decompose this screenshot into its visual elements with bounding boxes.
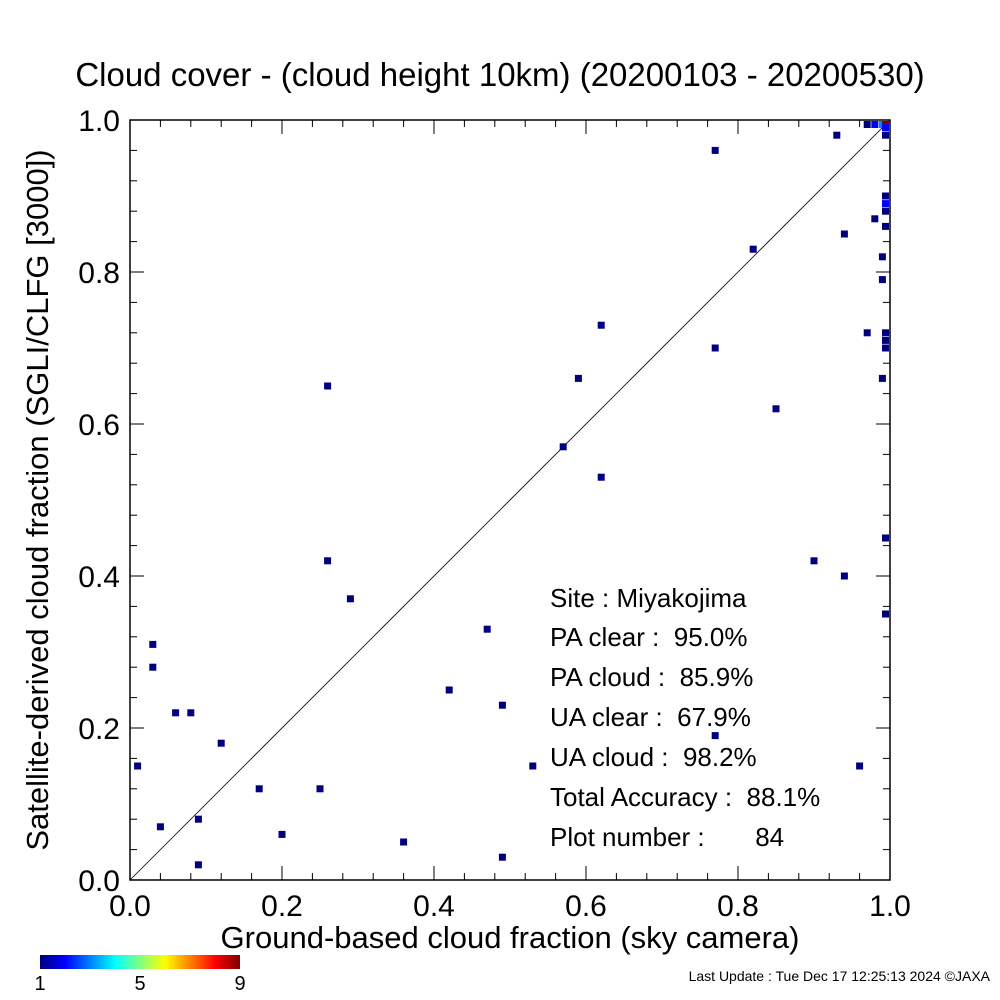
data-point xyxy=(882,124,889,132)
data-point xyxy=(324,382,332,390)
one-to-one-line xyxy=(129,119,891,881)
data-point xyxy=(149,640,157,648)
data-point xyxy=(833,131,841,139)
data-point xyxy=(882,329,889,337)
x-tick-label: 0.8 xyxy=(717,890,759,923)
y-tick-label: 0.6 xyxy=(78,409,120,442)
data-point xyxy=(882,200,889,208)
data-point xyxy=(278,830,286,838)
data-point xyxy=(217,739,225,747)
chart-title: Cloud cover - (cloud height 10km) (20200… xyxy=(75,56,925,93)
stat-site: Site : Miyakojima xyxy=(550,583,747,613)
data-point xyxy=(149,663,157,671)
y-tick-label: 0.0 xyxy=(78,865,120,898)
data-point xyxy=(483,625,491,633)
data-point xyxy=(856,762,864,770)
data-point xyxy=(882,534,889,542)
data-point xyxy=(316,785,324,793)
data-point xyxy=(882,336,889,344)
data-point xyxy=(498,701,506,709)
data-point xyxy=(156,823,164,831)
data-point xyxy=(882,207,889,215)
x-tick-label: 0.0 xyxy=(109,890,151,923)
data-point xyxy=(559,443,567,451)
stat-ua-clear: UA clear : 67.9% xyxy=(550,702,751,732)
colorbar xyxy=(40,955,240,969)
data-point xyxy=(878,253,886,261)
data-point xyxy=(840,230,848,238)
data-point xyxy=(871,215,879,223)
stat-pa-clear: PA clear : 95.0% xyxy=(550,622,748,652)
data-point xyxy=(574,374,582,382)
x-tick-label: 0.2 xyxy=(261,890,303,923)
data-point xyxy=(711,146,719,154)
data-point xyxy=(863,329,871,337)
data-point xyxy=(882,610,889,618)
data-point xyxy=(871,121,879,128)
stat-pa-cloud: PA cloud : 85.9% xyxy=(550,662,754,692)
data-point xyxy=(529,762,537,770)
data-point xyxy=(498,853,506,861)
colorbar-mid-label: 5 xyxy=(134,973,146,995)
data-point xyxy=(878,276,886,284)
data-point xyxy=(194,861,202,869)
y-tick-label: 0.4 xyxy=(78,561,120,594)
data-point xyxy=(597,473,605,481)
data-point xyxy=(187,709,195,717)
data-point xyxy=(882,344,889,352)
stat-plot-number: Plot number : 84 xyxy=(550,822,785,852)
data-point xyxy=(882,131,889,139)
data-point xyxy=(711,732,719,740)
data-point xyxy=(863,121,871,128)
data-point xyxy=(445,686,453,694)
data-point xyxy=(134,762,142,770)
last-update-footer: Last Update : Tue Dec 17 12:25:13 2024 ©… xyxy=(688,968,990,984)
data-point xyxy=(810,557,818,565)
x-tick-label: 0.6 xyxy=(565,890,607,923)
colorbar-max-label: 9 xyxy=(234,973,246,995)
data-point xyxy=(194,815,202,823)
stat-total-accuracy: Total Accuracy : 88.1% xyxy=(550,782,821,812)
y-tick-label: 0.2 xyxy=(78,713,120,746)
y-tick-label: 1.0 xyxy=(78,105,120,138)
x-tick-label: 0.4 xyxy=(413,890,455,923)
y-tick-label: 0.8 xyxy=(78,257,120,290)
data-point xyxy=(882,192,889,200)
data-point xyxy=(882,222,889,230)
data-point xyxy=(711,344,719,352)
x-axis-label: Ground-based cloud fraction (sky camera) xyxy=(220,920,800,955)
data-point xyxy=(255,785,263,793)
data-point xyxy=(878,374,886,382)
data-point xyxy=(749,245,757,253)
data-point xyxy=(172,709,180,717)
data-point xyxy=(346,595,354,603)
data-point xyxy=(597,321,605,329)
plot-frame xyxy=(129,119,891,881)
x-tick-label: 1.0 xyxy=(869,890,911,923)
data-point xyxy=(324,557,332,565)
data-point xyxy=(400,838,408,846)
data-point xyxy=(772,405,780,413)
data-point xyxy=(840,572,848,580)
stat-ua-cloud: UA cloud : 98.2% xyxy=(550,742,757,772)
colorbar-min-label: 1 xyxy=(34,973,46,995)
